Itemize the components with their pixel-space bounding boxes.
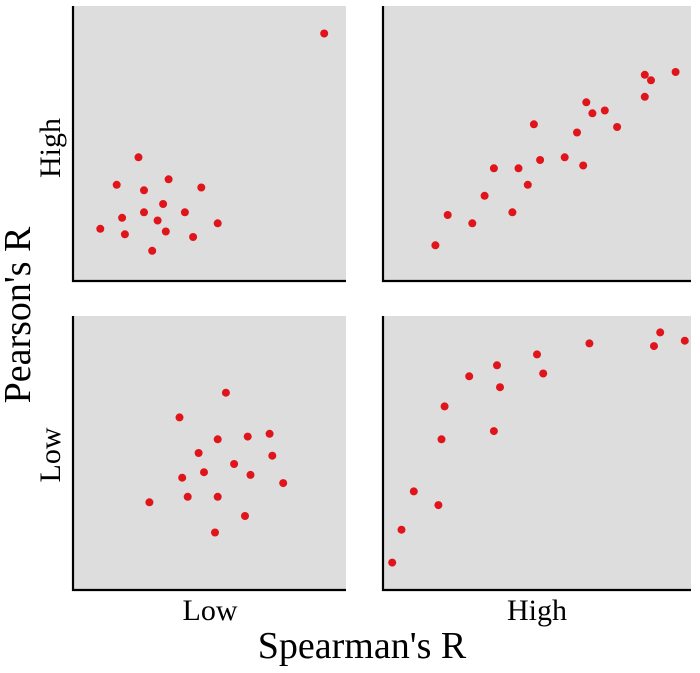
data-point — [241, 512, 249, 520]
data-point — [656, 328, 665, 337]
data-point — [213, 219, 222, 228]
data-point — [265, 429, 274, 438]
column-label-high: High — [507, 594, 567, 627]
data-point — [465, 372, 474, 381]
data-point — [159, 200, 168, 208]
data-point — [397, 525, 406, 534]
data-point — [671, 68, 680, 76]
data-point — [647, 76, 655, 85]
data-point — [194, 449, 203, 457]
data-point — [134, 153, 143, 162]
panel-background — [383, 6, 691, 281]
data-point — [161, 227, 170, 236]
data-point — [213, 435, 222, 444]
data-point — [230, 460, 239, 468]
panel-axes — [71, 316, 346, 592]
data-point — [140, 186, 148, 195]
data-point — [268, 451, 277, 460]
panel-background — [73, 316, 346, 590]
data-point — [118, 213, 127, 222]
data-point — [585, 339, 594, 348]
y-axis-title: Pearson's R — [0, 226, 39, 403]
data-point — [431, 241, 440, 250]
data-point — [437, 435, 446, 444]
data-point — [536, 156, 545, 164]
data-point — [489, 164, 498, 173]
row-label-high: High — [34, 118, 67, 178]
data-point — [468, 219, 477, 228]
data-point — [112, 180, 121, 189]
data-point — [539, 369, 548, 378]
data-point — [197, 183, 206, 192]
data-point — [480, 191, 489, 200]
panel-axes — [381, 316, 691, 592]
panels-group — [71, 6, 691, 592]
data-point — [148, 246, 157, 255]
data-point — [560, 153, 569, 162]
data-point — [221, 388, 230, 397]
data-point — [579, 161, 588, 170]
data-point — [120, 230, 129, 239]
data-point — [523, 180, 532, 189]
data-point — [200, 468, 208, 477]
data-point — [496, 383, 504, 392]
panel-pearson-high-spearman-high — [381, 6, 691, 283]
data-point — [440, 402, 449, 411]
column-label-low: Low — [183, 594, 238, 627]
data-point — [213, 492, 222, 501]
data-point — [650, 342, 658, 351]
data-point — [529, 120, 538, 129]
panel-axes — [71, 6, 346, 283]
panel-background — [73, 6, 346, 281]
data-point — [96, 224, 105, 233]
data-point — [140, 208, 148, 217]
data-point — [434, 501, 443, 510]
data-point — [164, 175, 173, 184]
data-point — [533, 350, 541, 359]
data-point — [640, 70, 649, 79]
data-point — [640, 92, 649, 101]
data-point — [180, 208, 189, 217]
data-point — [183, 492, 192, 501]
data-point — [573, 128, 581, 137]
data-point — [388, 558, 397, 567]
data-point — [600, 106, 609, 115]
data-point — [680, 336, 689, 345]
data-point — [588, 109, 597, 118]
data-point — [153, 216, 162, 225]
data-point — [279, 479, 288, 488]
x-axis-title: Spearman's R — [258, 625, 467, 667]
data-point — [508, 208, 517, 217]
row-label-low: Low — [34, 427, 67, 482]
data-point — [189, 233, 198, 241]
data-point — [175, 413, 184, 422]
data-point — [493, 361, 501, 370]
data-point — [582, 98, 591, 107]
data-point — [514, 164, 523, 173]
data-point — [211, 528, 219, 537]
panel-pearson-high-spearman-low — [71, 6, 346, 283]
data-point — [178, 473, 187, 482]
data-point — [613, 123, 622, 131]
data-point — [243, 432, 252, 441]
data-point — [145, 498, 154, 507]
data-point — [320, 29, 329, 38]
data-point — [489, 427, 498, 436]
panel-pearson-low-spearman-high — [381, 316, 691, 592]
data-point — [409, 487, 418, 496]
panel-axes — [381, 6, 691, 283]
data-point — [443, 211, 452, 219]
data-point — [246, 470, 255, 479]
panel-pearson-low-spearman-low — [71, 316, 346, 592]
panel-background — [383, 316, 691, 590]
